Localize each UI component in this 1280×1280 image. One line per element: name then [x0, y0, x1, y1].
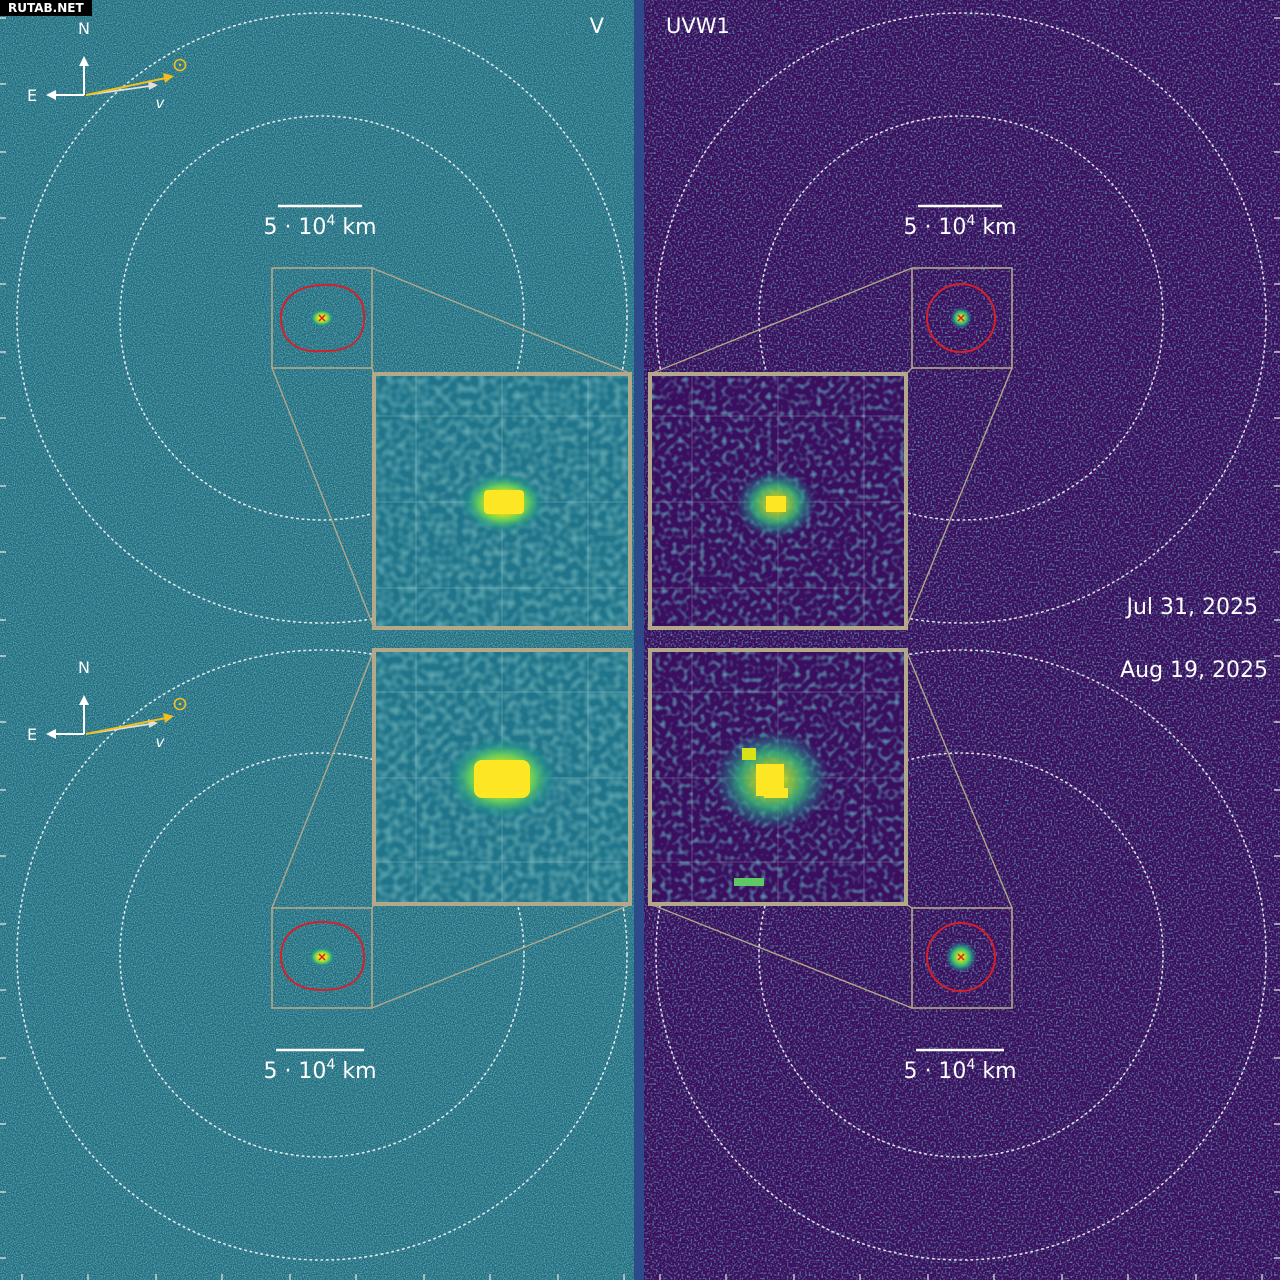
svg-text:5 · 104 km: 5 · 104 km: [263, 1057, 376, 1084]
uvw1-panel-background: [640, 0, 1280, 1280]
sun-arrow-icon: [85, 713, 174, 735]
north-label: N: [78, 658, 90, 677]
nucleus-marker-icon: [318, 953, 326, 961]
aperture-contour: [279, 920, 366, 992]
east-arrow-icon: [46, 729, 84, 739]
north-arrow-icon: [79, 695, 89, 734]
scale-bar-uvw1-bottom: 5 · 104 km: [903, 1048, 1017, 1084]
bottom-date-label: Aug 19, 2025: [1120, 658, 1268, 683]
small-box-v-bottom: [271, 907, 373, 1009]
uvw1-filter-label: UVW1: [666, 14, 730, 38]
zoom-inset-v-top: [372, 372, 632, 630]
east-label: E: [27, 86, 37, 105]
velocity-label: v: [156, 733, 166, 751]
top-date-label: Jul 31, 2025: [1124, 595, 1258, 620]
aperture-circles: [16, 12, 1267, 1261]
v-filter-label: V: [590, 14, 605, 38]
watermark-logo: RUTAB.NET: [0, 0, 92, 16]
sun-icon: [173, 697, 187, 711]
small-box-uvw1-bottom: [911, 907, 1013, 1009]
sun-arrow-icon: [85, 73, 174, 96]
north-label: N: [78, 19, 90, 38]
east-label: E: [27, 725, 37, 744]
aperture-contour: [279, 283, 366, 353]
svg-text:5 · 104 km: 5 · 104 km: [903, 213, 1016, 240]
velocity-label: v: [156, 94, 166, 112]
compass-bottom: N E v: [27, 658, 187, 751]
scale-bar-v-top: 5 · 104 km: [263, 204, 377, 240]
nucleus-marker-icon: [957, 314, 965, 322]
scale-bar-uvw1-top: 5 · 104 km: [903, 204, 1017, 240]
zoom-inset-uvw1-bottom: [648, 648, 908, 906]
nucleus-marker-icon: [957, 953, 965, 961]
small-box-v-top: [271, 267, 373, 369]
nucleus-marker-icon: [318, 314, 326, 322]
east-arrow-icon: [46, 90, 84, 100]
north-arrow-icon: [79, 56, 89, 95]
zoom-inset-uvw1-top: [648, 372, 908, 630]
scale-bar-v-bottom: 5 · 104 km: [263, 1048, 377, 1084]
v-panel-background: [0, 0, 640, 1280]
axis-ticks: [0, 17, 1280, 1280]
zoom-inset-v-bottom: [372, 648, 632, 906]
small-box-uvw1-top: [911, 267, 1013, 369]
svg-text:5 · 104 km: 5 · 104 km: [903, 1057, 1016, 1084]
sun-icon: [173, 58, 187, 72]
panel-separator: [634, 0, 644, 1280]
svg-text:5 · 104 km: 5 · 104 km: [263, 213, 376, 240]
compass-top: N E v: [27, 19, 187, 112]
